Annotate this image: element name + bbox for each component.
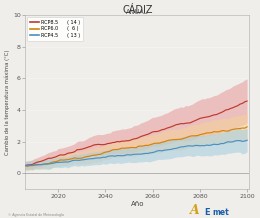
Legend: RCP8.5      ( 14 ), RCP6.0      (  6 ), RCP4.5      ( 13 ): RCP8.5 ( 14 ), RCP6.0 ( 6 ), RCP4.5 ( 13… (28, 17, 83, 41)
Y-axis label: Cambio de la temperatura máxima (°C): Cambio de la temperatura máxima (°C) (5, 49, 10, 155)
Title: CÁDIZ: CÁDIZ (122, 5, 153, 15)
Text: E: E (204, 208, 210, 217)
Text: met: met (212, 208, 229, 217)
Text: A: A (190, 204, 200, 217)
Text: © Agencia Estatal de Meteorología: © Agencia Estatal de Meteorología (8, 213, 64, 217)
Text: ANUAL: ANUAL (126, 9, 148, 15)
X-axis label: Año: Año (131, 201, 144, 207)
